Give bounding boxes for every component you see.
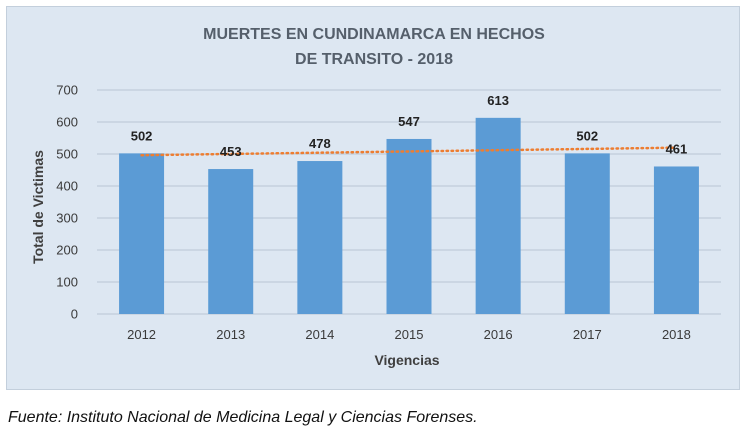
chart-title-line: MUERTES EN CUNDINAMARCA EN HECHOS	[203, 26, 545, 43]
bar-2013	[208, 169, 254, 314]
y-tick-label: 0	[71, 307, 78, 322]
trendline	[140, 146, 678, 157]
y-tick-label: 300	[56, 211, 78, 226]
bars	[119, 117, 699, 314]
data-label: 453	[220, 144, 242, 159]
source-note: Fuente: Instituto Nacional de Medicina L…	[8, 409, 478, 426]
x-axis-ticks: 2012 2013 2014 2015 2016 2017 2018	[127, 327, 691, 342]
trendline-line	[140, 146, 678, 157]
x-tick-label: 2016	[484, 327, 513, 342]
y-tick-label: 100	[56, 275, 78, 290]
data-label: 502	[576, 128, 598, 143]
x-tick-label: 2014	[305, 327, 334, 342]
bar-2017	[564, 153, 610, 314]
chart-title-line: DE TRANSITO - 2018	[295, 51, 453, 68]
y-axis-title: Total de Victimas	[30, 150, 46, 264]
bar-2016	[475, 117, 521, 314]
x-tick-label: 2013	[216, 327, 245, 342]
bar-2014	[297, 161, 343, 314]
chart-title: MUERTES EN CUNDINAMARCA EN HECHOS DE TRAN…	[203, 26, 545, 68]
bar-2015	[386, 138, 432, 314]
x-tick-label: 2015	[395, 327, 424, 342]
chart-panel: MUERTES EN CUNDINAMARCA EN HECHOS DE TRAN…	[6, 6, 740, 390]
bar-2018	[653, 166, 699, 314]
data-labels: 502 453 478 547 613 502 461	[131, 93, 688, 159]
x-tick-label: 2018	[662, 327, 691, 342]
y-tick-label: 500	[56, 147, 78, 162]
y-tick-label: 200	[56, 243, 78, 258]
y-tick-label: 700	[56, 83, 78, 98]
y-axis-ticks: 0 100 200 300 400 500 600 700	[56, 83, 78, 322]
x-tick-label: 2017	[573, 327, 602, 342]
bar-chart: MUERTES EN CUNDINAMARCA EN HECHOS DE TRAN…	[30, 26, 721, 368]
x-axis-title: Vigencias	[374, 352, 439, 368]
data-label: 502	[131, 128, 153, 143]
x-tick-label: 2012	[127, 327, 156, 342]
data-label: 547	[398, 114, 420, 129]
data-label: 478	[309, 136, 331, 151]
data-label: 461	[666, 141, 688, 156]
bar-2012	[119, 153, 165, 314]
data-label: 613	[487, 93, 509, 108]
y-tick-label: 600	[56, 115, 78, 130]
y-tick-label: 400	[56, 179, 78, 194]
